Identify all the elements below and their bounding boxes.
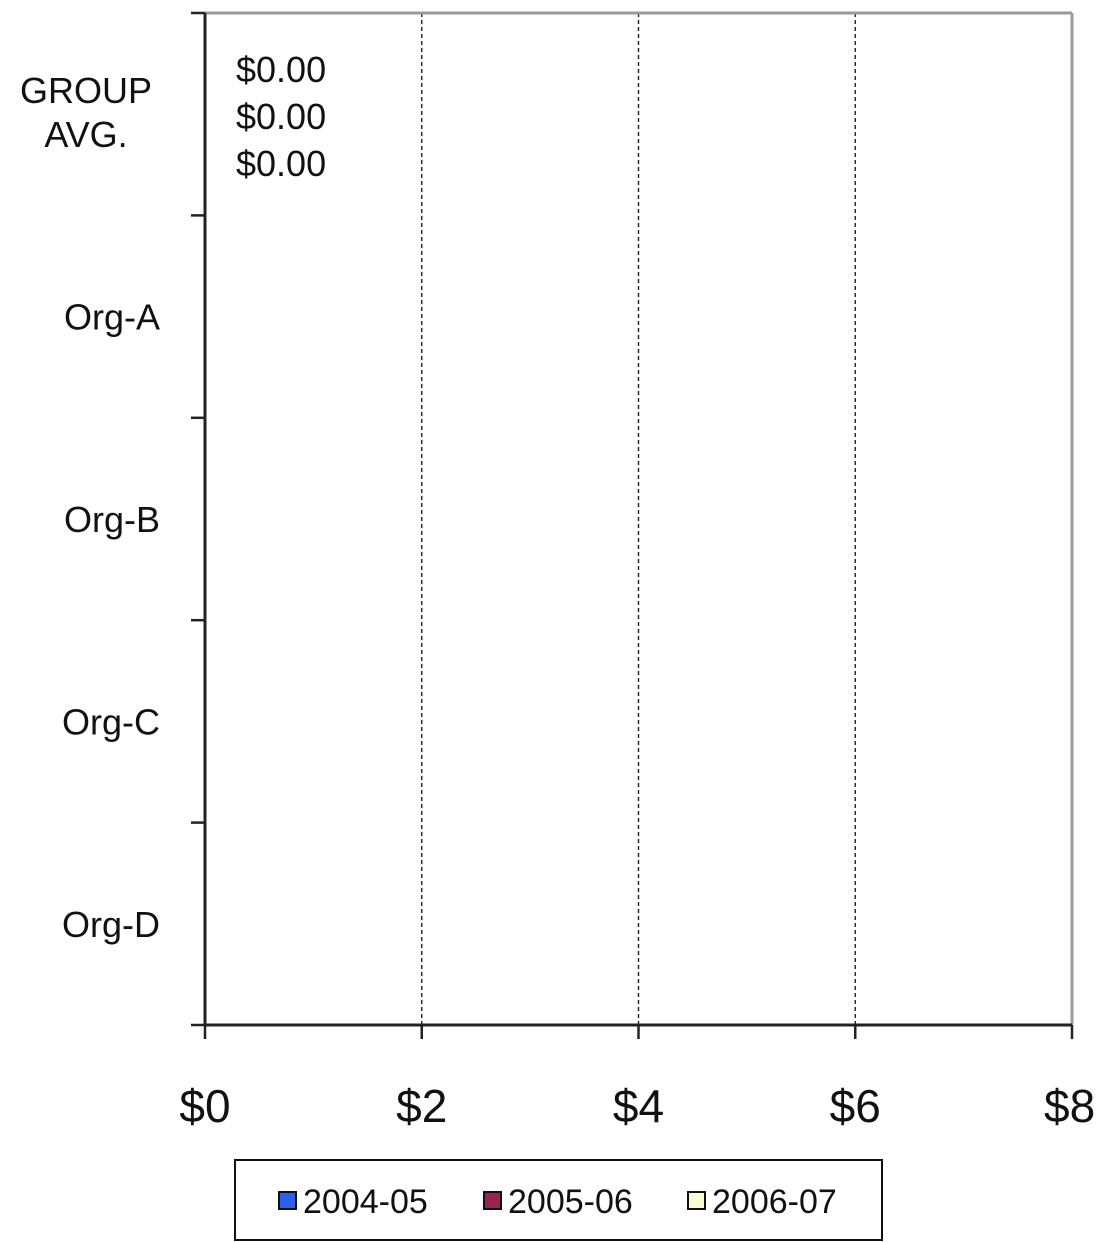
data-label-0-0: $0.00 <box>236 49 326 90</box>
legend-box <box>234 1159 883 1241</box>
legend-swatch-1 <box>483 1191 502 1210</box>
plot-frame <box>191 11 1074 1039</box>
category-label-1: Org-A <box>64 297 160 338</box>
x-tick-label-0: $0 <box>179 1080 230 1132</box>
legend-swatch-2 <box>687 1191 706 1210</box>
x-tick-label-3: $6 <box>830 1080 881 1132</box>
category-labels: GROUP AVG. Org-A Org-B Org-C Org-D <box>20 70 160 945</box>
x-tick-label-2: $4 <box>613 1080 664 1132</box>
data-labels: $0.00 $0.00 $0.00 <box>236 49 326 184</box>
category-label-4: Org-D <box>62 904 160 945</box>
category-label-2: Org-B <box>64 499 160 540</box>
data-label-0-1: $0.00 <box>236 96 326 137</box>
x-tick-label-4: $8 <box>1044 1080 1095 1132</box>
legend-label-0: 2004-05 <box>303 1183 428 1221</box>
legend-label-1: 2005-06 <box>508 1183 633 1221</box>
category-label-3: Org-C <box>62 701 160 742</box>
legend-swatch-0 <box>278 1191 297 1210</box>
legend-label-2: 2006-07 <box>712 1183 837 1221</box>
gridlines <box>421 13 856 1025</box>
x-axis-tick-labels: $0 $2 $4 $6 $8 <box>179 1080 1095 1132</box>
x-tick-label-1: $2 <box>396 1080 447 1132</box>
category-label-0: GROUP AVG. <box>20 70 152 155</box>
data-label-0-2: $0.00 <box>236 143 326 184</box>
legend: 2004-05 2005-06 2006-07 <box>234 1159 883 1241</box>
